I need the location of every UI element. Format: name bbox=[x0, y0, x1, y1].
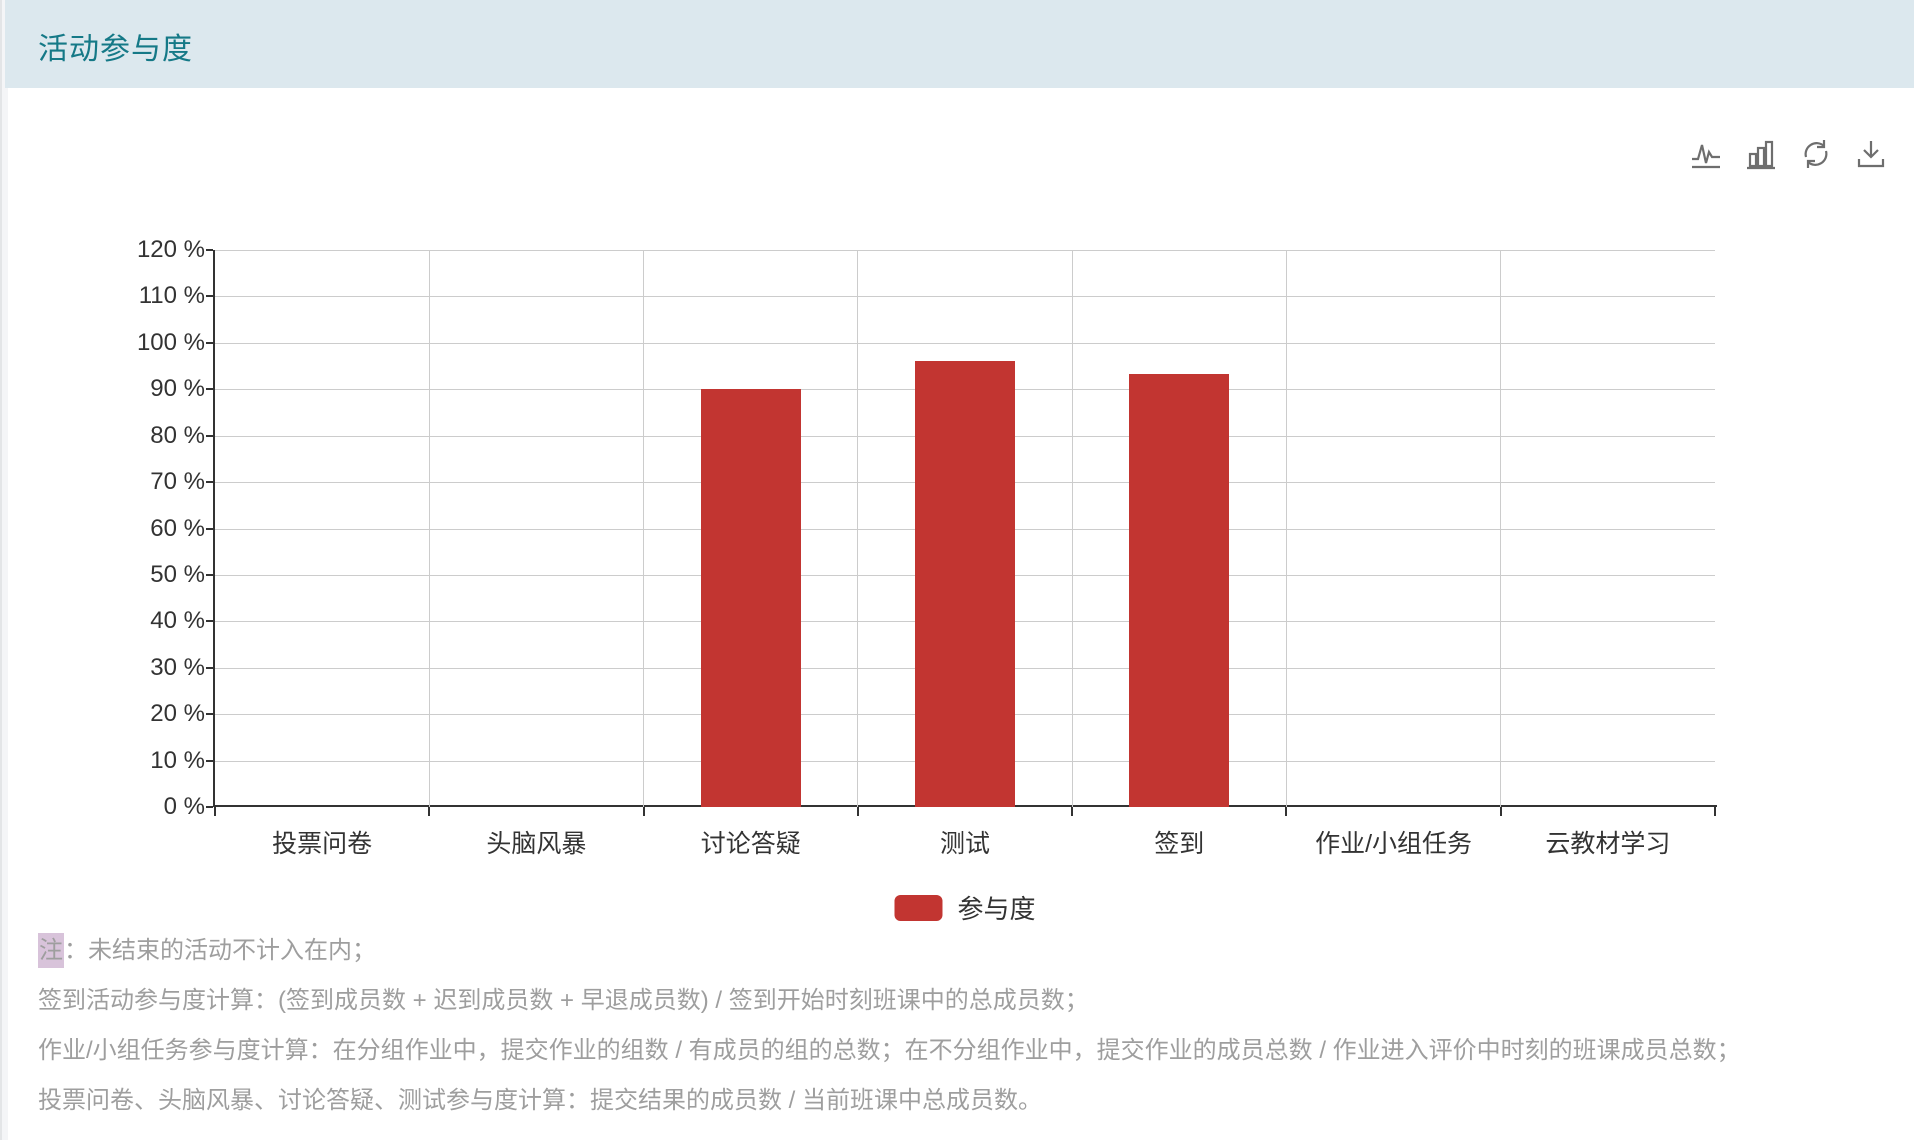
x-axis-tick bbox=[428, 807, 431, 816]
x-axis-tick bbox=[1499, 807, 1502, 816]
gridline-vertical bbox=[643, 250, 645, 807]
panel-header: 活动参与度 bbox=[5, 0, 1914, 88]
legend-color-chip bbox=[894, 894, 943, 921]
x-axis-label: 头脑风暴 bbox=[486, 830, 587, 858]
footnotes: 注：未结束的活动不计入在内； 签到活动参与度计算：(签到成员数 + 迟到成员数 … bbox=[38, 926, 1741, 1126]
bar-chart-icon[interactable] bbox=[1744, 137, 1778, 171]
x-axis-tick bbox=[856, 807, 859, 816]
y-axis-line bbox=[213, 250, 215, 807]
bar-测试[interactable] bbox=[915, 361, 1015, 807]
download-icon[interactable] bbox=[1854, 137, 1888, 171]
y-axis-tick bbox=[206, 388, 213, 391]
y-axis-tick bbox=[206, 434, 213, 437]
y-axis-label: 30 % bbox=[150, 653, 205, 681]
chart-toolbox bbox=[1689, 137, 1888, 171]
y-axis-tick bbox=[206, 249, 213, 251]
y-axis-label: 60 % bbox=[150, 514, 205, 542]
line-chart-icon[interactable] bbox=[1689, 137, 1723, 171]
y-axis-label: 50 % bbox=[150, 560, 205, 588]
refresh-icon[interactable] bbox=[1799, 137, 1833, 171]
y-axis-label: 80 % bbox=[150, 421, 205, 449]
y-axis-label: 100 % bbox=[136, 328, 205, 356]
x-axis-label: 测试 bbox=[939, 830, 990, 858]
y-axis-label: 10 % bbox=[150, 746, 205, 774]
gridline-horizontal bbox=[215, 342, 1715, 344]
y-axis-tick bbox=[206, 666, 213, 669]
footnote-line-1: 注：未结束的活动不计入在内； bbox=[38, 926, 1741, 976]
gridline-vertical bbox=[1071, 250, 1073, 807]
legend-label: 参与度 bbox=[957, 894, 1036, 924]
gridline-vertical bbox=[428, 250, 430, 807]
x-axis-label: 云教材学习 bbox=[1545, 830, 1671, 858]
footnote-line-4: 投票问卷、头脑风暴、讨论答疑、测试参与度计算：提交结果的成员数 / 当前班课中总… bbox=[38, 1087, 1043, 1114]
x-axis-tick bbox=[642, 807, 645, 816]
x-axis-label: 签到 bbox=[1154, 830, 1205, 858]
y-axis-label: 110 % bbox=[138, 282, 205, 310]
gridline-vertical bbox=[1285, 250, 1287, 807]
y-axis-label: 0 % bbox=[163, 793, 205, 820]
y-axis-tick bbox=[206, 573, 213, 576]
x-axis-label: 讨论答疑 bbox=[700, 830, 801, 858]
page-left-gutter bbox=[0, 0, 8, 1140]
y-axis-tick bbox=[206, 713, 213, 716]
x-axis-label: 投票问卷 bbox=[272, 830, 373, 858]
y-axis-tick bbox=[206, 806, 213, 808]
bar-讨论答疑[interactable] bbox=[700, 389, 801, 807]
footnote-line-3: 作业/小组任务参与度计算：在分组作业中，提交作业的组数 / 有成员的组的总数；在… bbox=[38, 1037, 1741, 1064]
y-axis-tick bbox=[206, 481, 213, 484]
y-axis-tick bbox=[206, 527, 213, 530]
y-axis-tick bbox=[206, 759, 213, 762]
x-axis-tick bbox=[1714, 807, 1716, 816]
y-axis-label: 70 % bbox=[150, 468, 205, 496]
y-axis-label: 40 % bbox=[150, 607, 205, 635]
x-axis-tick bbox=[1285, 807, 1288, 816]
footnote-line-2: 签到活动参与度计算：(签到成员数 + 迟到成员数 + 早退成员数) / 签到开始… bbox=[38, 987, 1089, 1014]
gridline-vertical bbox=[857, 250, 859, 807]
x-axis-label: 作业/小组任务 bbox=[1315, 830, 1473, 858]
gridline-horizontal bbox=[215, 250, 1715, 251]
y-axis-label: 20 % bbox=[150, 700, 205, 728]
bar-chart-plot-area: 120 % 110 % 100 % 90 % 80 % 70 % 60 % 50 % 40 % 3… bbox=[137, 236, 1717, 858]
y-axis-label: 120 % bbox=[136, 236, 205, 263]
x-axis-tick bbox=[214, 807, 216, 816]
gridline-horizontal bbox=[215, 296, 1715, 298]
gridline-vertical bbox=[1500, 250, 1502, 807]
footnote-highlight: 注 bbox=[38, 933, 64, 968]
x-axis-tick bbox=[1071, 807, 1074, 816]
bar-签到[interactable] bbox=[1129, 373, 1230, 807]
legend-item-participation[interactable]: 参与度 bbox=[894, 889, 1036, 926]
y-axis-tick bbox=[206, 620, 213, 623]
page-title: 活动参与度 bbox=[38, 33, 193, 66]
y-axis-tick bbox=[206, 341, 213, 344]
y-axis-label: 90 % bbox=[150, 375, 205, 403]
y-axis-tick bbox=[206, 295, 213, 298]
